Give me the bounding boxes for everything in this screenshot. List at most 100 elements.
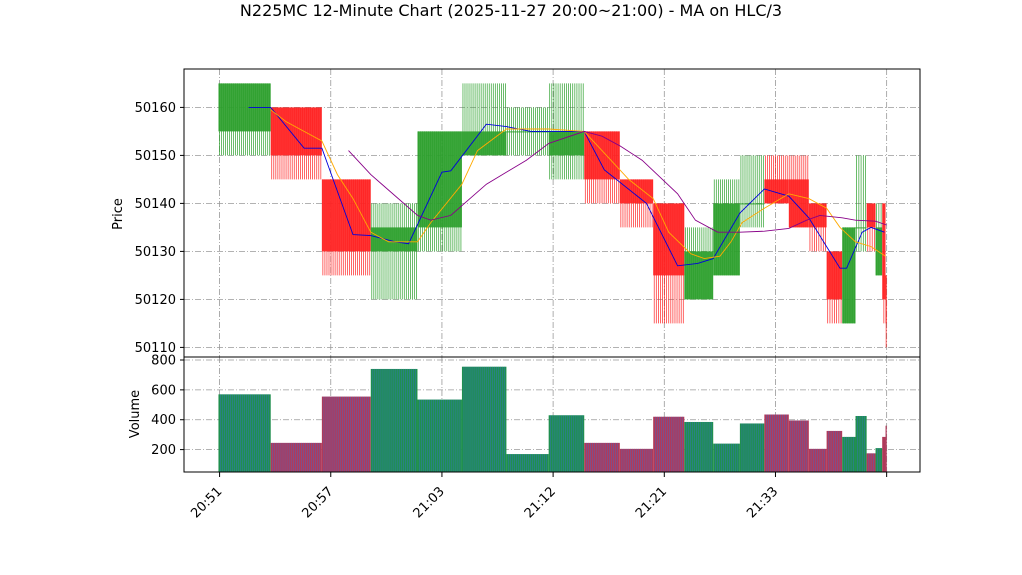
candle-down [584,131,620,204]
candle-body [855,227,867,229]
volume-bar-fill [713,443,740,472]
volume-bar [739,423,765,472]
moving-average-line [248,106,885,269]
volume-bar-fill [855,415,867,472]
candle-body [885,275,887,324]
candle-body [764,179,789,204]
candle-down [270,107,322,180]
candle-body [370,227,418,252]
candle-body [713,203,740,276]
price-candles [218,83,887,348]
moving-average-line [348,130,887,233]
x-tick-label: 21:21 [633,484,670,521]
candle-down [808,203,827,252]
volume-panel-frame [183,356,921,473]
candle-down [885,275,887,348]
volume-tick-label: 600 [151,383,176,398]
x-tick-label: 20:57 [299,484,336,521]
volume-y-ticks: 200 400 600 800 [151,353,184,458]
volume-bar [584,442,620,472]
candle-up [218,83,271,156]
volume-bar [875,448,883,472]
candle-body [584,131,620,180]
candle-down [321,179,371,276]
candle-up [461,83,507,156]
candle-body [506,131,549,133]
candle-up [684,227,714,300]
volume-tick-label: 400 [151,413,176,428]
candle-down [653,203,685,324]
candle-body [842,227,856,324]
candle-up [842,227,856,324]
candle-up [370,203,418,300]
price-tick-label: 50110 [135,341,176,356]
volume-bar [653,416,685,472]
volume-bar-fill [882,436,886,472]
candle-body [619,179,654,204]
candle-down [619,179,654,228]
volume-tick-label: 800 [151,353,176,368]
volume-bar [619,448,654,472]
candle-body [417,131,462,228]
candle-down [788,155,809,228]
x-axis: 20:51 20:57 21:03 21:12 21:21 21:33 [188,472,888,521]
candle-down [764,155,789,204]
volume-bar [321,396,371,472]
volume-bar [713,443,740,472]
volume-tick-label: 200 [151,443,176,458]
candle-up [713,179,740,276]
volume-bar-fill [584,442,620,472]
volume-bar-fill [506,454,549,472]
volume-bar [842,436,856,472]
volume-bar-fill [548,415,585,472]
price-y-ticks: 50110 50120 50130 50140 50150 50160 [135,101,184,356]
x-tick-label: 20:51 [188,484,225,521]
candle-body [548,131,585,156]
x-tick-label: 21:03 [411,484,448,521]
volume-bar [684,421,714,472]
price-axis-label: Price [111,198,126,230]
candle-body [882,203,886,300]
price-tick-label: 50160 [135,101,176,116]
volume-bar [826,430,843,472]
candle-down [826,251,843,324]
volume-bar [882,436,886,472]
candle-body [653,203,685,276]
volume-bar-fill [653,416,685,472]
candle-up [417,131,462,252]
price-tick-label: 50130 [135,245,176,260]
volume-bar [270,442,322,472]
candle-body [270,107,322,156]
candle-body [788,179,809,228]
candle-down [882,203,886,324]
volume-bar-fill [826,430,843,472]
candle-up [875,203,883,276]
x-tick-label: 21:12 [522,484,559,521]
volume-bar-fill [370,368,418,472]
price-tick-label: 50150 [135,149,176,164]
candle-body [866,203,876,228]
moving-average-line [270,109,886,260]
x-tick-label: 21:33 [744,484,781,521]
candle-body [684,251,714,300]
chart-title: N225MC 12-Minute Chart (2025-11-27 20:00… [239,1,783,20]
volume-bar-fill [270,442,322,472]
volume-bar [506,454,549,472]
volume-bar-fill [885,425,887,472]
price-tick-label: 50140 [135,197,176,212]
candle-body [808,203,827,228]
moving-average-lines [248,106,887,269]
candle-up [855,155,867,252]
price-tick-label: 50120 [135,293,176,308]
volume-bar [885,425,887,472]
volume-bar [866,453,876,472]
volume-axis-label: Volume [128,390,143,438]
volume-bar-fill [875,448,883,472]
volume-bar [855,415,867,472]
volume-bars [218,366,887,472]
candle-body [739,203,765,205]
volume-bar [764,414,789,472]
volume-panel: 200 400 600 800 Volume [128,353,921,473]
volume-bar [218,394,271,472]
